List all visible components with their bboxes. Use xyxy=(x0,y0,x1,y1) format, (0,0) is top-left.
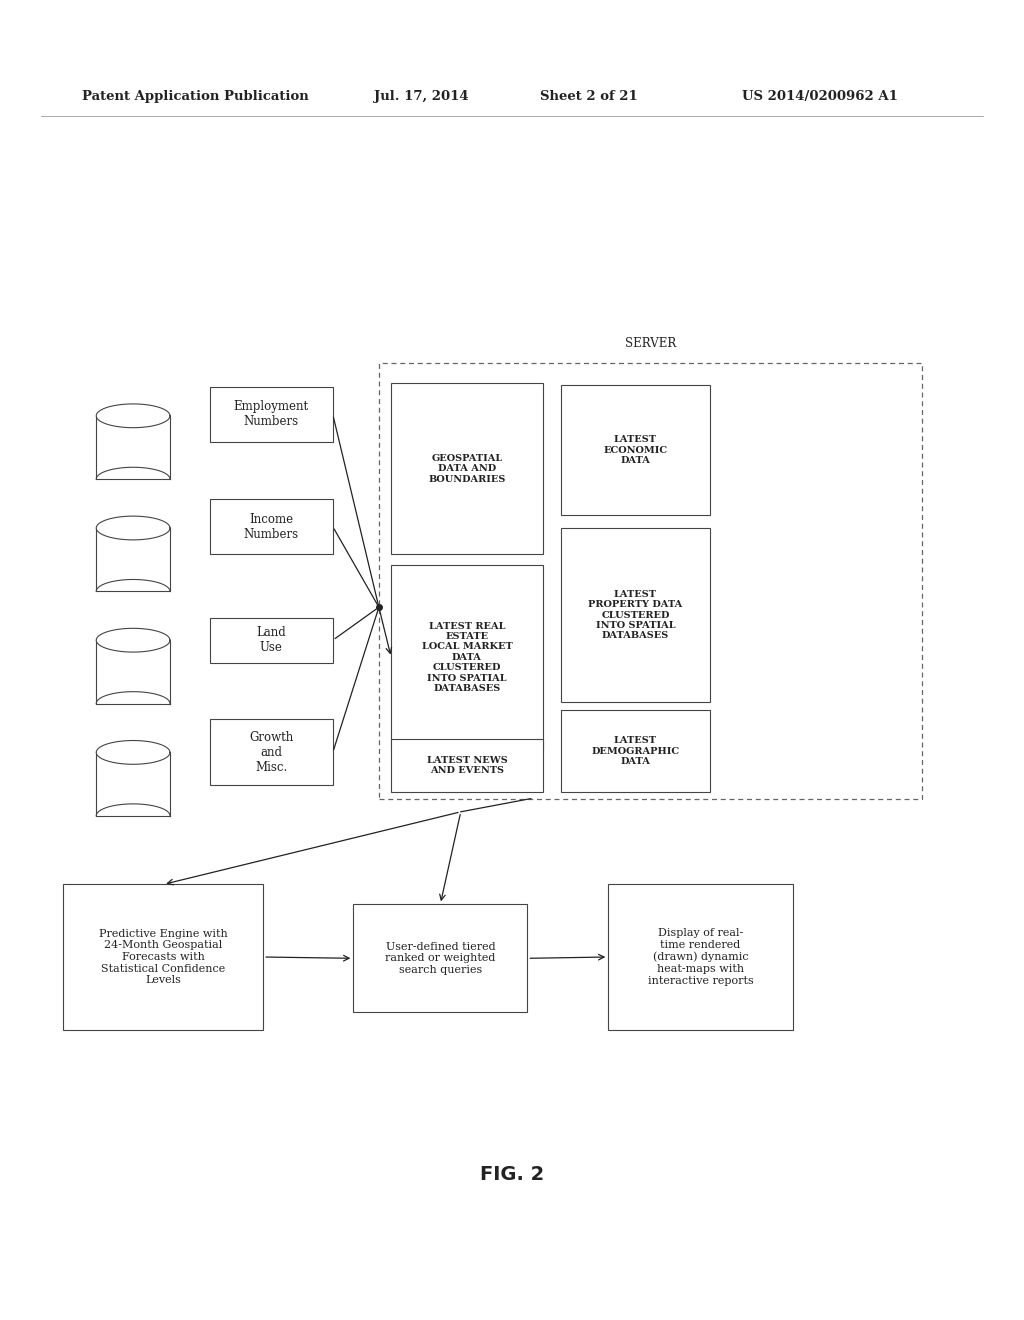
Text: LATEST NEWS
AND EVENTS: LATEST NEWS AND EVENTS xyxy=(427,756,507,775)
Text: Employment
Numbers: Employment Numbers xyxy=(233,400,309,429)
Text: US 2014/0200962 A1: US 2014/0200962 A1 xyxy=(742,90,898,103)
Polygon shape xyxy=(96,640,170,704)
FancyBboxPatch shape xyxy=(210,618,333,663)
Text: Land
Use: Land Use xyxy=(256,626,287,655)
FancyBboxPatch shape xyxy=(353,904,527,1012)
FancyBboxPatch shape xyxy=(210,499,333,554)
Text: LATEST
PROPERTY DATA
CLUSTERED
INTO SPATIAL
DATABASES: LATEST PROPERTY DATA CLUSTERED INTO SPAT… xyxy=(588,590,683,640)
Text: Patent Application Publication: Patent Application Publication xyxy=(82,90,308,103)
FancyBboxPatch shape xyxy=(561,710,710,792)
Text: LATEST REAL
ESTATE
LOCAL MARKET
DATA
CLUSTERED
INTO SPATIAL
DATABASES: LATEST REAL ESTATE LOCAL MARKET DATA CLU… xyxy=(422,622,512,693)
Text: Income
Numbers: Income Numbers xyxy=(244,512,299,541)
FancyBboxPatch shape xyxy=(561,385,710,515)
FancyBboxPatch shape xyxy=(63,884,263,1030)
Ellipse shape xyxy=(96,741,170,764)
Text: LATEST
ECONOMIC
DATA: LATEST ECONOMIC DATA xyxy=(603,436,668,465)
Ellipse shape xyxy=(96,516,170,540)
Text: Predictive Engine with
24-Month Geospatial
Forecasts with
Statistical Confidence: Predictive Engine with 24-Month Geospati… xyxy=(99,929,227,985)
Text: GEOSPATIAL
DATA AND
BOUNDARIES: GEOSPATIAL DATA AND BOUNDARIES xyxy=(428,454,506,483)
Text: User-defined tiered
ranked or weighted
search queries: User-defined tiered ranked or weighted s… xyxy=(385,941,496,975)
Text: Display of real-
time rendered
(drawn) dynamic
heat-maps with
interactive report: Display of real- time rendered (drawn) d… xyxy=(647,928,754,986)
Text: LATEST
DEMOGRAPHIC
DATA: LATEST DEMOGRAPHIC DATA xyxy=(591,737,680,766)
Text: Jul. 17, 2014: Jul. 17, 2014 xyxy=(374,90,468,103)
Polygon shape xyxy=(96,528,170,591)
Text: Growth
and
Misc.: Growth and Misc. xyxy=(249,731,294,774)
Ellipse shape xyxy=(96,404,170,428)
FancyBboxPatch shape xyxy=(561,528,710,702)
FancyBboxPatch shape xyxy=(608,884,793,1030)
Text: SERVER: SERVER xyxy=(625,337,676,350)
FancyBboxPatch shape xyxy=(210,387,333,442)
FancyBboxPatch shape xyxy=(391,565,543,750)
FancyBboxPatch shape xyxy=(391,739,543,792)
Text: FIG. 2: FIG. 2 xyxy=(480,1166,544,1184)
Polygon shape xyxy=(96,752,170,816)
FancyBboxPatch shape xyxy=(391,383,543,554)
Ellipse shape xyxy=(96,628,170,652)
Text: Sheet 2 of 21: Sheet 2 of 21 xyxy=(540,90,637,103)
FancyBboxPatch shape xyxy=(210,719,333,785)
Polygon shape xyxy=(96,416,170,479)
